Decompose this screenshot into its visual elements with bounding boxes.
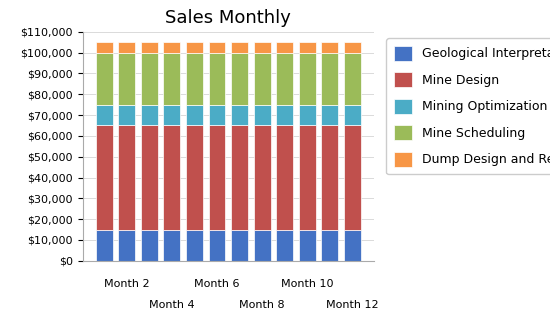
Bar [141, 126, 158, 230]
Bar [231, 126, 248, 230]
Bar [254, 52, 271, 105]
Text: Month 4: Month 4 [149, 300, 195, 310]
Bar [186, 230, 203, 261]
Bar [276, 126, 293, 230]
Text: Month 6: Month 6 [194, 279, 240, 289]
Bar [231, 42, 248, 52]
Bar [208, 126, 225, 230]
Bar [141, 42, 158, 52]
Text: Month 2: Month 2 [104, 279, 150, 289]
Bar [163, 52, 180, 105]
Bar [163, 42, 180, 52]
Bar [276, 105, 293, 126]
Bar [276, 52, 293, 105]
Bar [321, 230, 338, 261]
Bar [299, 105, 316, 126]
Bar [96, 42, 113, 52]
Bar [96, 52, 113, 105]
Bar [96, 126, 113, 230]
Bar [141, 230, 158, 261]
Bar [344, 52, 361, 105]
Text: Month 12: Month 12 [326, 300, 378, 310]
Bar [208, 230, 225, 261]
Bar [276, 230, 293, 261]
Text: Month 10: Month 10 [281, 279, 333, 289]
Bar [299, 230, 316, 261]
Bar [344, 105, 361, 126]
Bar [118, 105, 135, 126]
Bar [118, 230, 135, 261]
Bar [321, 52, 338, 105]
Legend: Geological Interpretation and Mo, Mine Design, Mining Optimization, Mine Schedul: Geological Interpretation and Mo, Mine D… [386, 38, 550, 174]
Bar [231, 105, 248, 126]
Bar [118, 52, 135, 105]
Bar [141, 105, 158, 126]
Bar [118, 42, 135, 52]
Bar [321, 126, 338, 230]
Bar [254, 105, 271, 126]
Bar [163, 230, 180, 261]
Bar [254, 230, 271, 261]
Bar [254, 42, 271, 52]
Bar [299, 52, 316, 105]
Bar [163, 105, 180, 126]
Bar [321, 42, 338, 52]
Bar [231, 230, 248, 261]
Bar [299, 42, 316, 52]
Bar [208, 52, 225, 105]
Bar [276, 42, 293, 52]
Bar [254, 126, 271, 230]
Bar [344, 126, 361, 230]
Bar [344, 230, 361, 261]
Bar [208, 42, 225, 52]
Bar [96, 230, 113, 261]
Bar [186, 105, 203, 126]
Bar [186, 52, 203, 105]
Title: Sales Monthly: Sales Monthly [166, 10, 291, 27]
Bar [321, 105, 338, 126]
Bar [96, 105, 113, 126]
Bar [231, 52, 248, 105]
Bar [186, 126, 203, 230]
Bar [299, 126, 316, 230]
Bar [141, 52, 158, 105]
Bar [208, 105, 225, 126]
Text: Month 8: Month 8 [239, 300, 285, 310]
Bar [163, 126, 180, 230]
Bar [344, 42, 361, 52]
Bar [118, 126, 135, 230]
Bar [186, 42, 203, 52]
